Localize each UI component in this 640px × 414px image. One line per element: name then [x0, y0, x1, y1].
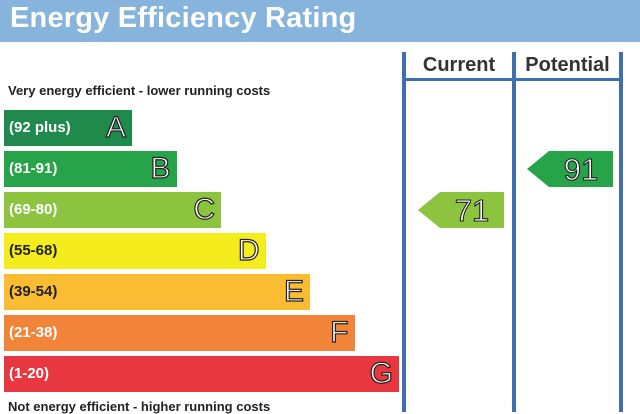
column-divider-middle: [512, 52, 516, 412]
band-e-letter: E: [283, 274, 304, 308]
current-column-header: Current: [422, 54, 496, 76]
band-g-range: (1-20): [9, 365, 50, 382]
column-header-rule: [402, 78, 623, 81]
band-d-letter: D: [237, 233, 260, 267]
potential-column-header: Potential: [525, 54, 610, 76]
band-g-letter: G: [369, 356, 394, 390]
band-g: (1-20) G: [4, 356, 399, 392]
band-c-letter: C: [193, 192, 216, 226]
band-a-range: (92 plus): [9, 119, 71, 136]
band-b: (81-91) B: [4, 151, 177, 187]
band-d: (55-68) D: [4, 233, 266, 269]
potential-rating-arrow: 91: [527, 151, 613, 188]
chart-title: Energy Efficiency Rating: [10, 2, 357, 34]
band-d-range: (55-68): [9, 242, 58, 259]
column-divider-right: [619, 52, 623, 412]
band-f: (21-38) F: [4, 315, 355, 351]
top-caption: Very energy efficient - lower running co…: [8, 83, 271, 98]
bottom-caption: Not energy efficient - higher running co…: [8, 399, 271, 414]
current-rating-arrow-shape: [418, 192, 504, 228]
band-e-range: (39-54): [9, 283, 58, 300]
band-b-letter: B: [150, 151, 171, 185]
band-c-range: (69-80): [9, 201, 58, 218]
band-b-range: (81-91): [9, 160, 58, 177]
potential-rating-value: 91: [564, 152, 598, 187]
band-e: (39-54) E: [4, 274, 310, 310]
band-a-letter: A: [105, 110, 126, 144]
band-c: (69-80) C: [4, 192, 221, 228]
band-f-letter: F: [330, 315, 350, 349]
band-f-range: (21-38): [9, 324, 58, 341]
title-bar: Energy Efficiency Rating: [0, 0, 640, 42]
column-divider-left: [402, 52, 406, 412]
current-rating-arrow: 71: [418, 192, 504, 229]
current-rating-value: 71: [455, 193, 489, 228]
potential-rating-arrow-shape: [527, 151, 613, 187]
band-a: (92 plus) A: [4, 110, 132, 146]
